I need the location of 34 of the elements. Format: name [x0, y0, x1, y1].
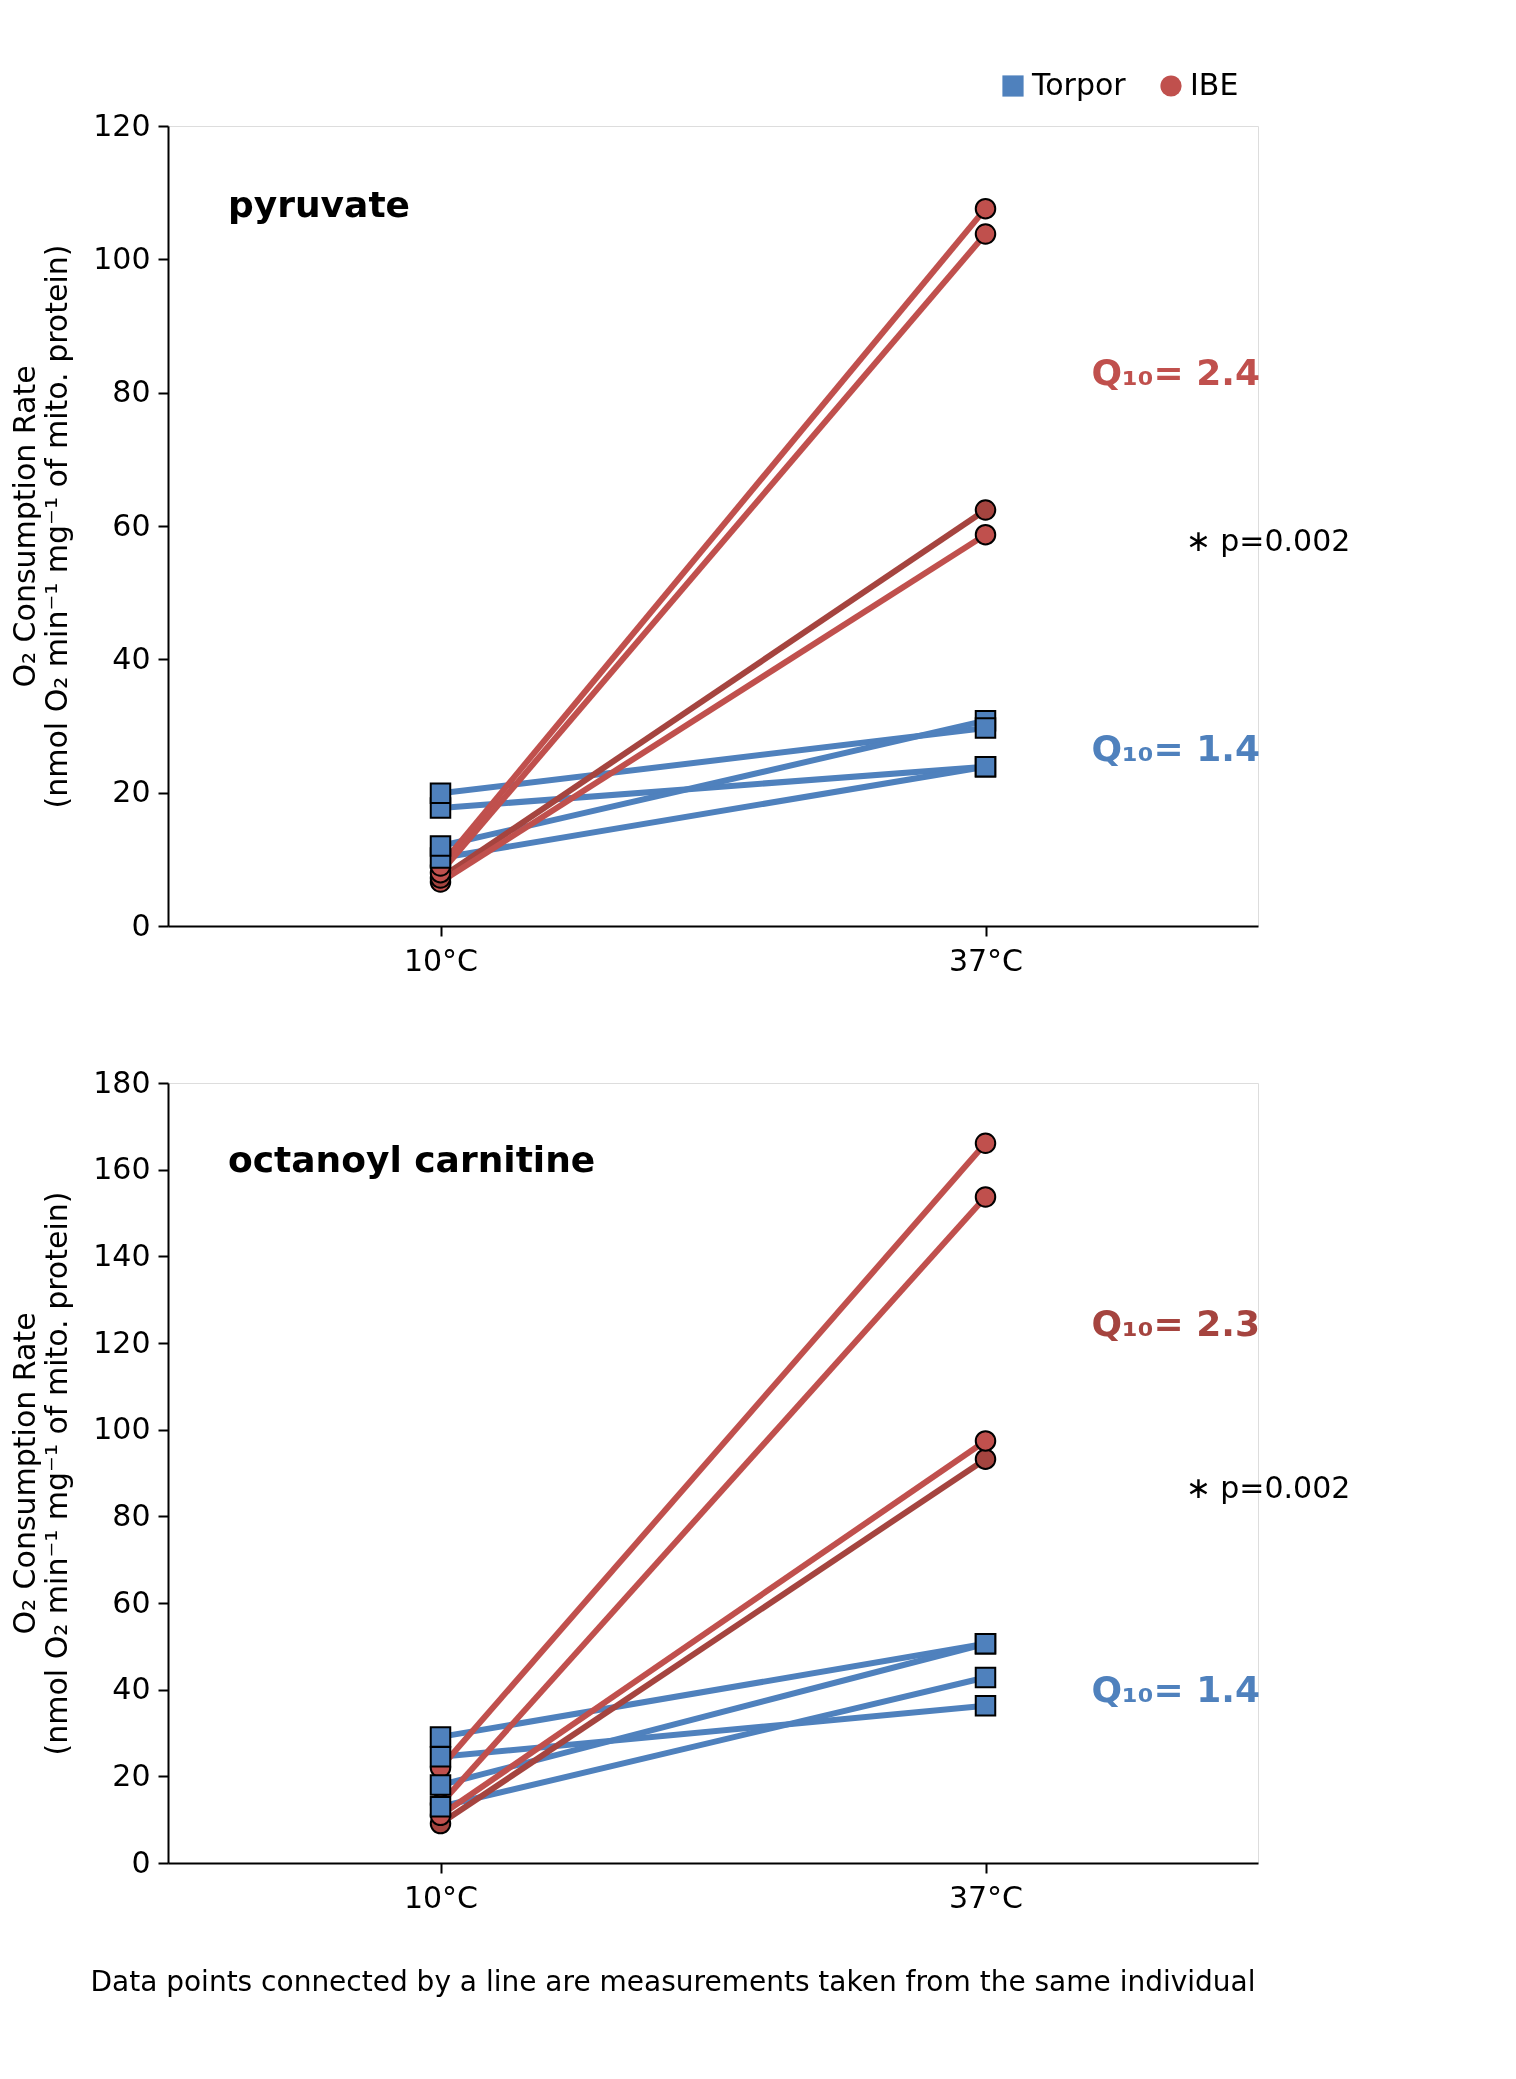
- y-tick-label: 80: [112, 1497, 151, 1533]
- text: octanoyl carnitine: [228, 1139, 596, 1180]
- x-tick-label: 10°C: [403, 1879, 479, 1915]
- y-tick-label: 0: [131, 907, 151, 943]
- x-tick-label: 10°C: [403, 942, 479, 978]
- y-tick-label: 20: [112, 774, 151, 810]
- y-tick-label: 40: [112, 640, 151, 676]
- y-tick-label: 0: [131, 1844, 151, 1880]
- text: pyruvate: [228, 184, 411, 225]
- annotation: ∗ p=0.002: [1185, 523, 1351, 558]
- y-tick-label: 20: [112, 1757, 151, 1793]
- annotation: Q₁₀= 2.4: [1091, 352, 1260, 393]
- annotation: Q₁₀= 1.4: [1091, 1669, 1260, 1711]
- y-tick-label: 60: [112, 1584, 151, 1620]
- annotation: Q₁₀= 1.4: [1091, 728, 1260, 769]
- y-tick-label: 160: [93, 1151, 151, 1187]
- annotation: Q₁₀= 2.3: [1091, 1302, 1260, 1344]
- y-tick-label: 100: [93, 240, 151, 276]
- y-tick-label: 140: [93, 1237, 151, 1273]
- y-axis-title: O₂ Consumption Rate (nmol O₂ min⁻¹ mg⁻¹ of mito. protein): [7, 244, 75, 809]
- legend-label: Torpor: [1031, 67, 1127, 102]
- y-axis-title: O₂ Consumption Rate (nmol O₂ min⁻¹ mg⁻¹ of mito. protein): [7, 1191, 75, 1756]
- y-tick-label: 80: [112, 374, 151, 410]
- annotation: ∗ p=0.002: [1185, 1469, 1351, 1505]
- x-tick-label: 37°C: [948, 942, 1024, 978]
- x-tick-label: 37°C: [948, 1879, 1024, 1915]
- legend-label: IBE: [1190, 67, 1239, 102]
- y-tick-label: 100: [93, 1411, 151, 1447]
- y-tick-label: 180: [93, 1064, 151, 1100]
- y-tick-label: 60: [112, 507, 151, 543]
- y-tick-label: 40: [112, 1671, 151, 1707]
- text: Data points connected by a line are measurements taken from the same individual: [90, 1965, 1256, 1998]
- y-tick-label: 120: [93, 107, 151, 143]
- y-tick-label: 120: [93, 1324, 151, 1360]
